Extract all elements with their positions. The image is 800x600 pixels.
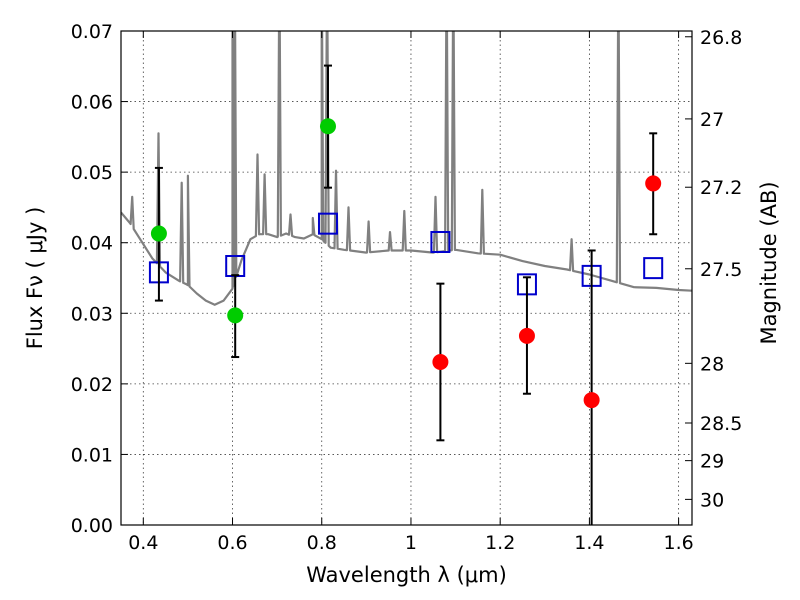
y-tick-label: 0.00	[71, 515, 113, 537]
plot-frame	[120, 30, 693, 526]
x-tick-label: 1.4	[574, 532, 604, 554]
right-tick-label: 30	[700, 489, 724, 511]
y-tick-label: 0.02	[71, 374, 113, 396]
x-tick-label: 0.8	[307, 532, 337, 554]
right-tick-label: 29	[700, 451, 724, 473]
spectrum-line	[121, 31, 692, 306]
right-tick-label: 26.8	[700, 27, 742, 49]
data-point	[645, 175, 662, 192]
axis-ticks: 0.4 0.6 0.8 1 1.2 1.4 1.6 0.00 0.01 0.02 0.03 0.04 0…	[71, 21, 743, 554]
data-point	[227, 307, 244, 324]
right-tick-label: 28.5	[700, 413, 742, 435]
spectrum	[121, 31, 692, 306]
y-tick-label: 0.03	[71, 303, 113, 325]
x-tick-label: 1.6	[664, 532, 694, 554]
x-axis-label: Wavelength λ (μm)	[306, 563, 507, 587]
model-square	[430, 231, 451, 254]
data-point	[432, 353, 449, 370]
x-tick-label: 0.6	[217, 532, 247, 554]
right-tick-label: 28	[700, 353, 724, 375]
right-tick-label: 27.5	[700, 259, 742, 281]
y-tick-label: 0.07	[71, 21, 113, 43]
data-marks	[148, 64, 664, 525]
x-tick-label: 1.2	[485, 532, 515, 554]
grid-lines	[121, 30, 692, 526]
model-square	[317, 212, 338, 235]
y-tick-label: 0.01	[71, 444, 113, 466]
x-tick-label: 1	[405, 532, 417, 554]
y-axis-label: Flux Fν ( μJy )	[23, 207, 47, 350]
data-point	[319, 118, 336, 135]
data-point	[583, 392, 600, 409]
data-point	[150, 225, 167, 242]
x-tick-label: 0.4	[128, 532, 158, 554]
model-square	[643, 257, 664, 280]
right-tick-label: 27.2	[700, 177, 742, 199]
y-tick-label: 0.06	[71, 92, 113, 114]
y-tick-label: 0.04	[71, 233, 113, 255]
right-tick-label: 27	[700, 109, 724, 131]
data-point	[518, 327, 535, 344]
y-tick-label: 0.05	[71, 162, 113, 184]
right-axis-label: Magnitude (AB)	[757, 181, 781, 344]
